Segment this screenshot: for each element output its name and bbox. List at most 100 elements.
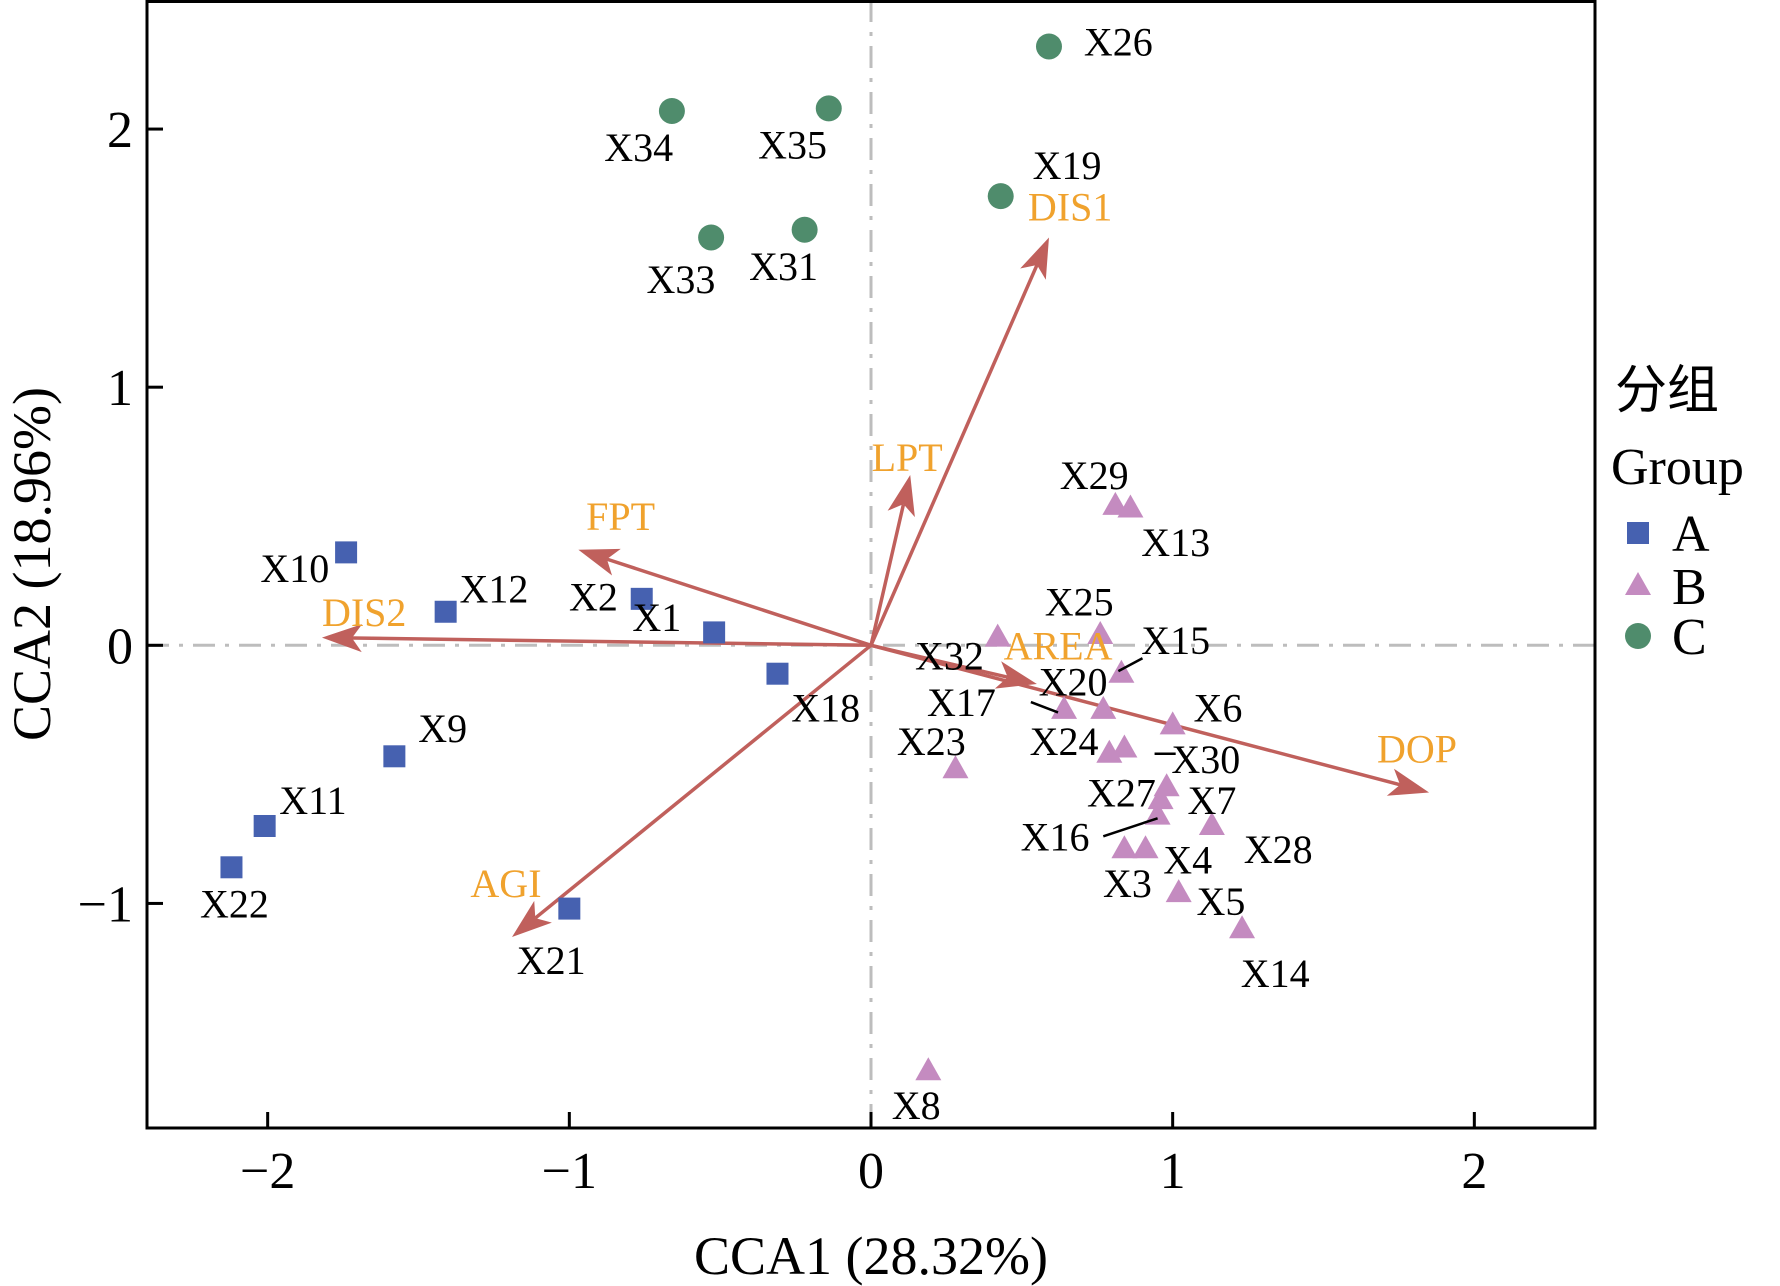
point-x20 (1090, 695, 1117, 719)
site-label-x28: X28 (1244, 827, 1313, 872)
point-x32 (984, 623, 1011, 647)
point-x30 (1111, 734, 1138, 758)
site-points (220, 33, 1256, 1081)
point-x2 (630, 587, 653, 610)
leader-line (1102, 817, 1158, 838)
point-x15 (1108, 659, 1135, 683)
point-x8 (915, 1057, 942, 1081)
y-axis-title: CCA2 (18.96%) (2, 387, 62, 741)
point-x34 (658, 97, 685, 124)
point-x11 (253, 814, 276, 837)
x-axis: −2 −1 0 1 2 (240, 1112, 1487, 1200)
site-label-x19: X19 (1033, 143, 1102, 188)
label-leader-lines (1030, 657, 1176, 838)
site-label-x20: X20 (1039, 659, 1108, 704)
x-tick-label: −2 (240, 1143, 295, 1200)
x-tick-label: 1 (1160, 1143, 1186, 1200)
y-tick-label: 1 (107, 360, 133, 417)
site-label-x2: X2 (569, 574, 618, 619)
legend-marker-a (1627, 522, 1649, 544)
legend-marker-b (1625, 572, 1651, 595)
environmental-vectors (321, 237, 1430, 937)
site-label-x11: X11 (279, 778, 346, 823)
point-x27 (1147, 786, 1174, 810)
point-x18 (766, 662, 789, 685)
point-x10 (335, 541, 358, 564)
site-label-x3: X3 (1103, 861, 1152, 906)
vector-label-dop: DOP (1377, 727, 1457, 772)
vector-arrow-dop (870, 643, 1430, 796)
vector-arrow-lpt (869, 474, 915, 646)
point-x29 (1102, 491, 1129, 515)
point-x14 (1229, 915, 1256, 939)
site-label-x27: X27 (1087, 770, 1156, 815)
y-tick-label: 2 (107, 102, 133, 159)
leader-line (1117, 657, 1144, 673)
x-tick-label: 2 (1461, 1143, 1487, 1200)
vector-arrow-fpt (578, 548, 872, 647)
legend-marker-c (1625, 623, 1651, 649)
vector-arrow-dis2 (321, 624, 872, 653)
point-x9 (383, 745, 406, 768)
site-label-x8: X8 (892, 1083, 941, 1128)
y-tick-label: −1 (78, 876, 133, 933)
site-label-x5: X5 (1196, 879, 1245, 924)
point-x1 (703, 621, 726, 644)
vector-label-agi: AGI (470, 861, 541, 906)
legend-title-en: Group (1611, 439, 1744, 496)
site-label-x14: X14 (1241, 951, 1310, 996)
site-label-x22: X22 (200, 881, 269, 926)
site-label-x21: X21 (517, 938, 586, 983)
site-label-x1: X1 (632, 595, 681, 640)
x-tick-label: 0 (858, 1143, 884, 1200)
site-label-x23: X23 (897, 719, 966, 764)
leader-line (1030, 700, 1059, 714)
site-label-x16: X16 (1021, 814, 1090, 859)
site-label-x30: X30 (1171, 737, 1240, 782)
site-label-x29: X29 (1060, 453, 1129, 498)
vector-label-fpt: FPT (586, 494, 655, 539)
site-label-x24: X24 (1030, 719, 1099, 764)
y-tick-label: 0 (107, 618, 133, 675)
site-label-x18: X18 (791, 685, 860, 730)
vector-arrow-agi (512, 643, 873, 937)
point-x19 (987, 183, 1014, 210)
legend-label-a: A (1672, 506, 1710, 563)
y-axis: −1 0 1 2 (78, 102, 163, 933)
point-x3 (1111, 835, 1138, 859)
vector-label-lpt: LPT (872, 435, 943, 480)
x-tick-label: −1 (542, 1143, 597, 1200)
point-x16 (1144, 801, 1171, 825)
point-x33 (698, 224, 725, 251)
site-label-x7: X7 (1187, 778, 1236, 823)
site-label-x9: X9 (418, 706, 467, 751)
vector-labels: DIS1 LPT FPT DIS2 AGI AREA DOP (322, 184, 1457, 905)
vector-label-area: AREA (1004, 623, 1113, 668)
site-label-x6: X6 (1193, 685, 1242, 730)
site-label-x25: X25 (1045, 579, 1114, 624)
vector-label-dis2: DIS2 (322, 590, 406, 635)
legend: 分组 Group ABC (1611, 363, 1744, 666)
site-label-x34: X34 (604, 125, 673, 170)
point-x4 (1132, 835, 1159, 859)
point-x26 (1035, 33, 1062, 60)
reference-lines (147, 0, 1595, 1128)
point-x6 (1159, 711, 1186, 735)
point-x5 (1165, 879, 1192, 903)
legend-label-b: B (1672, 559, 1707, 616)
point-x22 (220, 856, 243, 879)
legend-label-c: C (1672, 609, 1707, 666)
site-label-x26: X26 (1084, 19, 1153, 64)
site-label-x4: X4 (1163, 838, 1212, 883)
site-label-x12: X12 (459, 567, 528, 612)
site-label-x31: X31 (749, 244, 818, 289)
site-label-x10: X10 (260, 546, 329, 591)
point-x28 (1198, 811, 1225, 835)
vector-arrow-dis1 (869, 237, 1049, 647)
point-x35 (815, 95, 842, 122)
site-label-x32: X32 (915, 634, 984, 679)
point-x12 (434, 600, 457, 623)
site-label-x17: X17 (927, 680, 996, 725)
